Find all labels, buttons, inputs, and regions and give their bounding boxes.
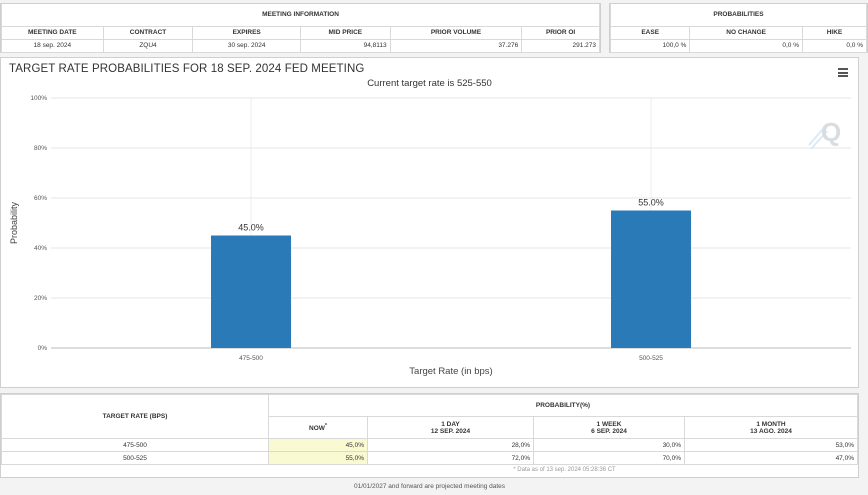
- hike-value: 0,0 %: [801, 38, 868, 53]
- now-cell: 55,0%: [268, 451, 368, 465]
- header-mid-price: MID PRICE: [299, 25, 391, 40]
- header-now: NOW*: [268, 416, 368, 439]
- meeting-date-value: 18 sep. 2024: [1, 38, 104, 53]
- one-day-cell: 28,0%: [367, 438, 534, 452]
- svg-text:Q: Q: [821, 117, 841, 147]
- data-timestamp-note: * Data as of 13 sep. 2024 05:28:36 CT: [513, 467, 616, 473]
- target-rate-chart-panel: 0% 20% 40% 60% 80% 100% 45.0% 475-500 55.0% 500-5…: [0, 57, 859, 388]
- table-row: 500-525 55,0% 72,0% 70,0% 47,0%: [1, 451, 858, 465]
- meeting-information-title: MEETING INFORMATION: [1, 4, 600, 27]
- header-1-month: 1 MONTH 13 AGO. 2024: [684, 416, 858, 439]
- header-1-day-date: 12 SEP. 2024: [430, 427, 471, 435]
- probability-history-panel: TARGET RATE (BPS) PROBABILITY(%) NOW* 1 …: [0, 393, 859, 478]
- x-tick-label: 500-525: [639, 355, 663, 362]
- y-tick-label: 60%: [34, 195, 47, 202]
- y-tick-label: 20%: [34, 295, 47, 302]
- y-tick-label: 100%: [30, 95, 47, 102]
- header-expires: EXPIRES: [192, 25, 301, 40]
- target-rate-chart: 0% 20% 40% 60% 80% 100% 45.0% 475-500 55.0% 500-5…: [9, 95, 851, 377]
- meeting-information-table: MEETING INFORMATION MEETING DATE CONTRAC…: [1, 4, 600, 53]
- header-contract: CONTRACT: [102, 25, 194, 40]
- header-1-week-label: 1 WEEK: [596, 420, 622, 428]
- ease-value: 100,0 %: [609, 38, 691, 53]
- now-cell: 45,0%: [268, 438, 368, 452]
- chart-subtitle: Current target rate is 525-550: [367, 78, 492, 89]
- x-axis-label: Target Rate (in bps): [409, 366, 492, 377]
- probabilities-panel: PROBABILITIES EASE NO CHANGE HIKE 100,0 …: [609, 3, 868, 53]
- one-week-cell: 30,0%: [533, 438, 685, 452]
- one-day-cell: 72,0%: [367, 451, 534, 465]
- rate-cell: 475-500: [1, 438, 269, 452]
- header-now-asterisk: *: [324, 422, 327, 429]
- header-hike: HIKE: [801, 25, 868, 40]
- bar: [611, 210, 691, 348]
- header-now-label: NOW: [309, 425, 325, 433]
- rate-cell: 500-525: [1, 451, 269, 465]
- y-tick-label: 0%: [38, 345, 48, 352]
- expires-value: 30 sep. 2024: [192, 38, 301, 53]
- y-tick-label: 80%: [34, 145, 47, 152]
- y-tick-label: 40%: [34, 245, 47, 252]
- contract-value: ZQU4: [102, 38, 194, 53]
- prior-volume-value: 37.276: [389, 38, 523, 53]
- mid-price-value: 94,8113: [299, 38, 391, 53]
- table-row: 475-500 45,0% 28,0% 30,0% 53,0%: [1, 438, 858, 452]
- probabilities-table: PROBABILITIES EASE NO CHANGE HIKE 100,0 …: [609, 4, 868, 53]
- q-logo-icon: Q: [808, 117, 841, 150]
- hamburger-menu-icon[interactable]: [838, 68, 848, 77]
- probabilities-title: PROBABILITIES: [610, 4, 867, 27]
- x-tick-label: 475-500: [239, 355, 263, 362]
- prior-oi-value: 291.273: [521, 38, 600, 53]
- one-month-cell: 53,0%: [684, 438, 858, 452]
- header-meeting-date: MEETING DATE: [1, 25, 104, 40]
- header-target-rate: TARGET RATE (BPS): [1, 394, 269, 439]
- y-axis-label: Probability: [9, 201, 19, 244]
- header-prior-oi: PRIOR OI: [521, 25, 600, 40]
- one-month-cell: 47,0%: [684, 451, 858, 465]
- header-no-change: NO CHANGE: [689, 25, 803, 40]
- meeting-information-panel: MEETING INFORMATION MEETING DATE CONTRAC…: [0, 3, 601, 53]
- chart-title: TARGET RATE PROBABILITIES FOR 18 SEP. 20…: [9, 63, 365, 75]
- header-ease: EASE: [609, 25, 691, 40]
- header-1-month-date: 13 AGO. 2024: [750, 427, 792, 435]
- header-1-month-label: 1 MONTH: [756, 420, 786, 428]
- header-1-day: 1 DAY 12 SEP. 2024: [367, 416, 534, 439]
- header-1-week-date: 6 SEP. 2024: [591, 427, 627, 435]
- bar-data-label: 55.0%: [638, 198, 664, 208]
- bar-data-label: 45.0%: [238, 223, 264, 233]
- one-week-cell: 70,0%: [533, 451, 685, 465]
- footer-note: 01/01/2027 and forward are projected mee…: [353, 483, 506, 490]
- header-prior-volume: PRIOR VOLUME: [389, 25, 523, 40]
- header-probability: PROBABILITY(%): [268, 394, 858, 417]
- header-1-day-label: 1 DAY: [441, 420, 460, 428]
- bar: [211, 235, 291, 348]
- no-change-value: 0,0 %: [689, 38, 803, 53]
- probability-history-table: TARGET RATE (BPS) PROBABILITY(%) NOW* 1 …: [1, 394, 858, 465]
- header-1-week: 1 WEEK 6 SEP. 2024: [533, 416, 685, 439]
